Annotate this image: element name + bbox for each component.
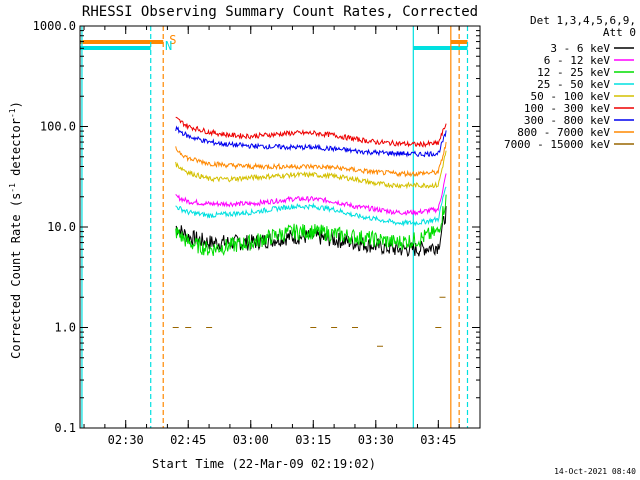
legend-entry-label: 300 - 800 keV bbox=[524, 114, 610, 127]
y-axis-label: Corrected Count Rate (s-1 detector-1) bbox=[8, 101, 23, 359]
plot-frame bbox=[79, 25, 481, 429]
state-label: S bbox=[169, 33, 176, 47]
y-tick-label: 0.1 bbox=[54, 421, 76, 435]
legend-entry-label: 12 - 25 keV bbox=[537, 66, 610, 79]
y-tick-label: 1000.0 bbox=[33, 19, 76, 33]
y-axis-label-mid: detector bbox=[9, 118, 23, 183]
y-tick-label: 10.0 bbox=[47, 220, 76, 234]
data-series bbox=[172, 116, 447, 347]
x-tick-label: 02:45 bbox=[170, 433, 206, 447]
x-axis: 02:30 02:45 03:00 03:15 03:30 03:45 bbox=[83, 26, 460, 447]
legend-entry-label: 100 - 300 keV bbox=[524, 102, 610, 115]
state-label: N bbox=[165, 39, 172, 53]
state-annotations: SN bbox=[165, 33, 176, 53]
series-line bbox=[175, 150, 447, 190]
series-line bbox=[175, 206, 447, 257]
y-axis-label-exp1: -1 bbox=[8, 183, 17, 193]
series-line bbox=[175, 194, 447, 257]
x-tick-label: 02:30 bbox=[108, 433, 144, 447]
x-axis-label: Start Time (22-Mar-09 02:19:02) bbox=[152, 457, 376, 471]
legend-entry-label: 6 - 12 keV bbox=[544, 54, 611, 67]
series-line bbox=[175, 125, 447, 158]
chart-title: RHESSI Observing Summary Count Rates, Co… bbox=[82, 4, 478, 20]
y-tick-label: 1.0 bbox=[54, 321, 76, 335]
series-line bbox=[175, 173, 447, 217]
series-line bbox=[175, 141, 447, 178]
attenuator-state-bars bbox=[80, 40, 468, 50]
series-line bbox=[175, 186, 447, 227]
y-axis-label-exp2: -1 bbox=[8, 108, 17, 118]
y-axis-label-end: ) bbox=[9, 101, 23, 108]
x-tick-label: 03:00 bbox=[233, 433, 269, 447]
legend-entry-label: 7000 - 15000 keV bbox=[504, 138, 610, 151]
vertical-markers bbox=[81, 26, 469, 428]
legend-header: Att 0 bbox=[603, 26, 636, 39]
legend-header: Det 1,3,4,5,6,9, bbox=[530, 14, 636, 27]
x-tick-label: 03:15 bbox=[295, 433, 331, 447]
y-axis: 0.1 1.0 10.0 100.0 1000.0 bbox=[33, 19, 480, 435]
x-tick-label: 03:30 bbox=[358, 433, 394, 447]
y-tick-label: 100.0 bbox=[40, 120, 76, 134]
legend-entry-label: 3 - 6 keV bbox=[550, 42, 610, 55]
legend-entry-label: 800 - 7000 keV bbox=[517, 126, 610, 139]
timestamp: 14-Oct-2021 08:40 bbox=[554, 467, 636, 476]
x-tick-label: 03:45 bbox=[420, 433, 456, 447]
series-line bbox=[172, 296, 446, 347]
legend-entry-label: 25 - 50 keV bbox=[537, 78, 610, 91]
series-line bbox=[175, 116, 447, 148]
y-axis-label-main: Corrected Count Rate (s bbox=[9, 193, 23, 359]
legend-entry-label: 50 - 100 keV bbox=[531, 90, 611, 103]
